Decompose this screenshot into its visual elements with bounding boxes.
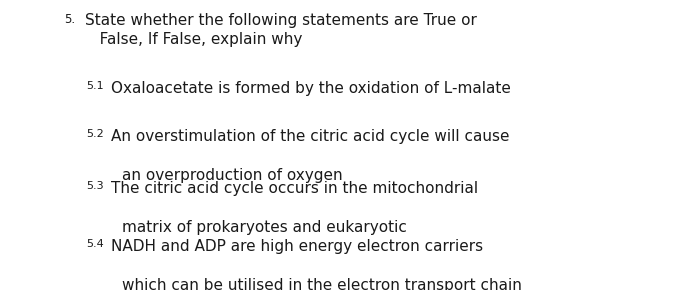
Text: An overstimulation of the citric acid cycle will cause: An overstimulation of the citric acid cy… bbox=[111, 129, 509, 144]
Text: an overproduction of oxygen: an overproduction of oxygen bbox=[122, 168, 343, 183]
Text: 5.2: 5.2 bbox=[86, 129, 104, 139]
Text: matrix of prokaryotes and eukaryotic: matrix of prokaryotes and eukaryotic bbox=[122, 220, 407, 235]
Text: Oxaloacetate is formed by the oxidation of L-malate: Oxaloacetate is formed by the oxidation … bbox=[111, 81, 510, 96]
Text: 5.1: 5.1 bbox=[86, 81, 104, 91]
Text: 5.: 5. bbox=[64, 13, 76, 26]
Text: 5.3: 5.3 bbox=[86, 181, 104, 191]
Text: 5.4: 5.4 bbox=[86, 239, 104, 249]
Text: NADH and ADP are high energy electron carriers: NADH and ADP are high energy electron ca… bbox=[111, 239, 483, 254]
Text: The citric acid cycle occurs in the mitochondrial: The citric acid cycle occurs in the mito… bbox=[111, 181, 477, 196]
Text: which can be utilised in the electron transport chain: which can be utilised in the electron tr… bbox=[122, 278, 522, 290]
Text: State whether the following statements are True or
   False, If False, explain w: State whether the following statements a… bbox=[85, 13, 477, 47]
